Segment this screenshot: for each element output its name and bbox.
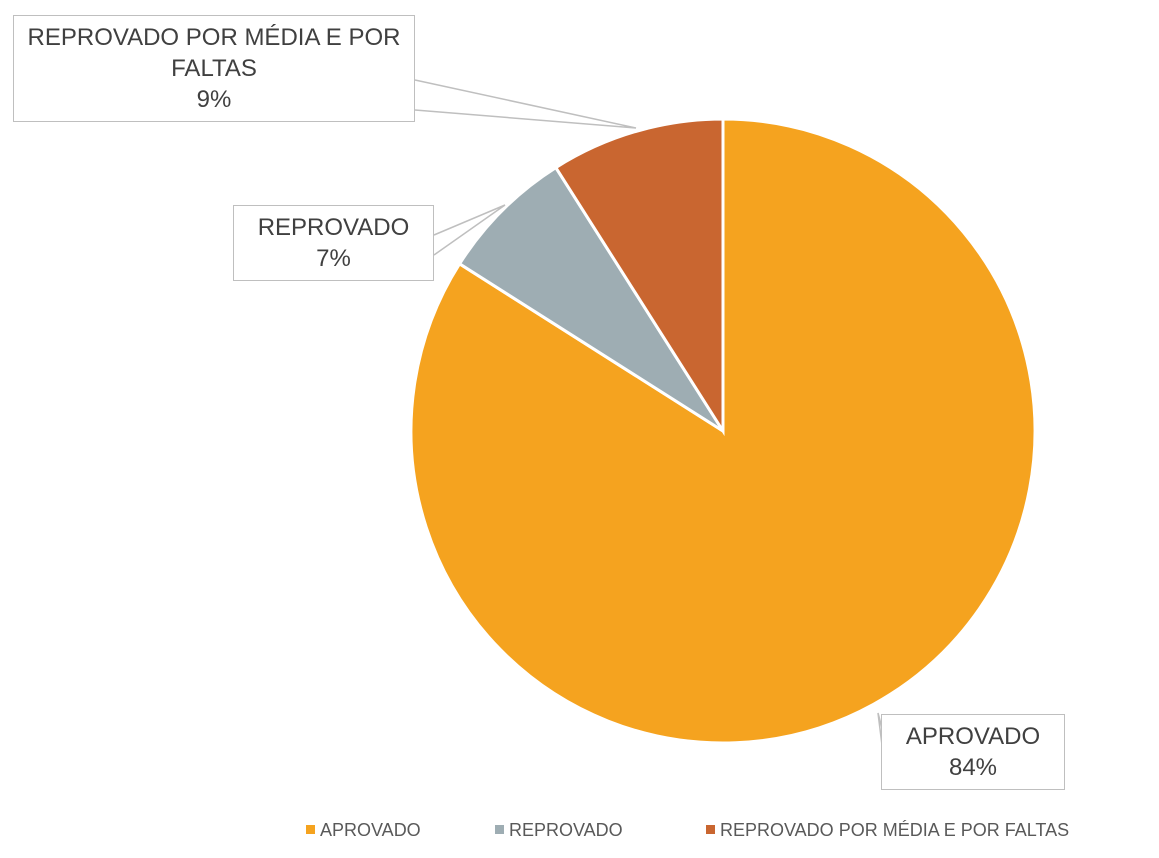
leader-line (877, 712, 883, 746)
legend-item: REPROVADO POR MÉDIA E POR FALTAS (706, 820, 1069, 841)
legend-swatch (495, 824, 504, 834)
data-label: REPROVADO POR MÉDIA E POR FALTAS 9% (13, 15, 415, 122)
data-label-value: 9% (196, 86, 232, 113)
data-label-value: 7% (316, 245, 351, 272)
pie-slice (553, 117, 725, 437)
legend-item: REPROVADO (495, 820, 623, 841)
legend-item: APROVADO (306, 820, 421, 841)
data-label-value: 84% (948, 754, 998, 781)
data-label-category: REPROVADO (257, 214, 410, 241)
data-label: REPROVADO 7% (233, 205, 434, 281)
leader-line (433, 204, 506, 256)
legend-label: APROVADO (320, 820, 421, 840)
pie-slice (457, 165, 725, 433)
data-label: APROVADO 84% (881, 714, 1065, 790)
leader-line (414, 79, 637, 129)
data-label-category: APROVADO (905, 723, 1041, 750)
legend-swatch (706, 824, 715, 834)
legend-label: REPROVADO POR MÉDIA E POR FALTAS (720, 820, 1070, 840)
legend-label: REPROVADO (509, 820, 623, 840)
legend-swatch (306, 824, 315, 834)
pie-slice (409, 117, 1037, 745)
data-label-category: REPROVADO POR MÉDIA E POR FALTAS (27, 24, 401, 82)
